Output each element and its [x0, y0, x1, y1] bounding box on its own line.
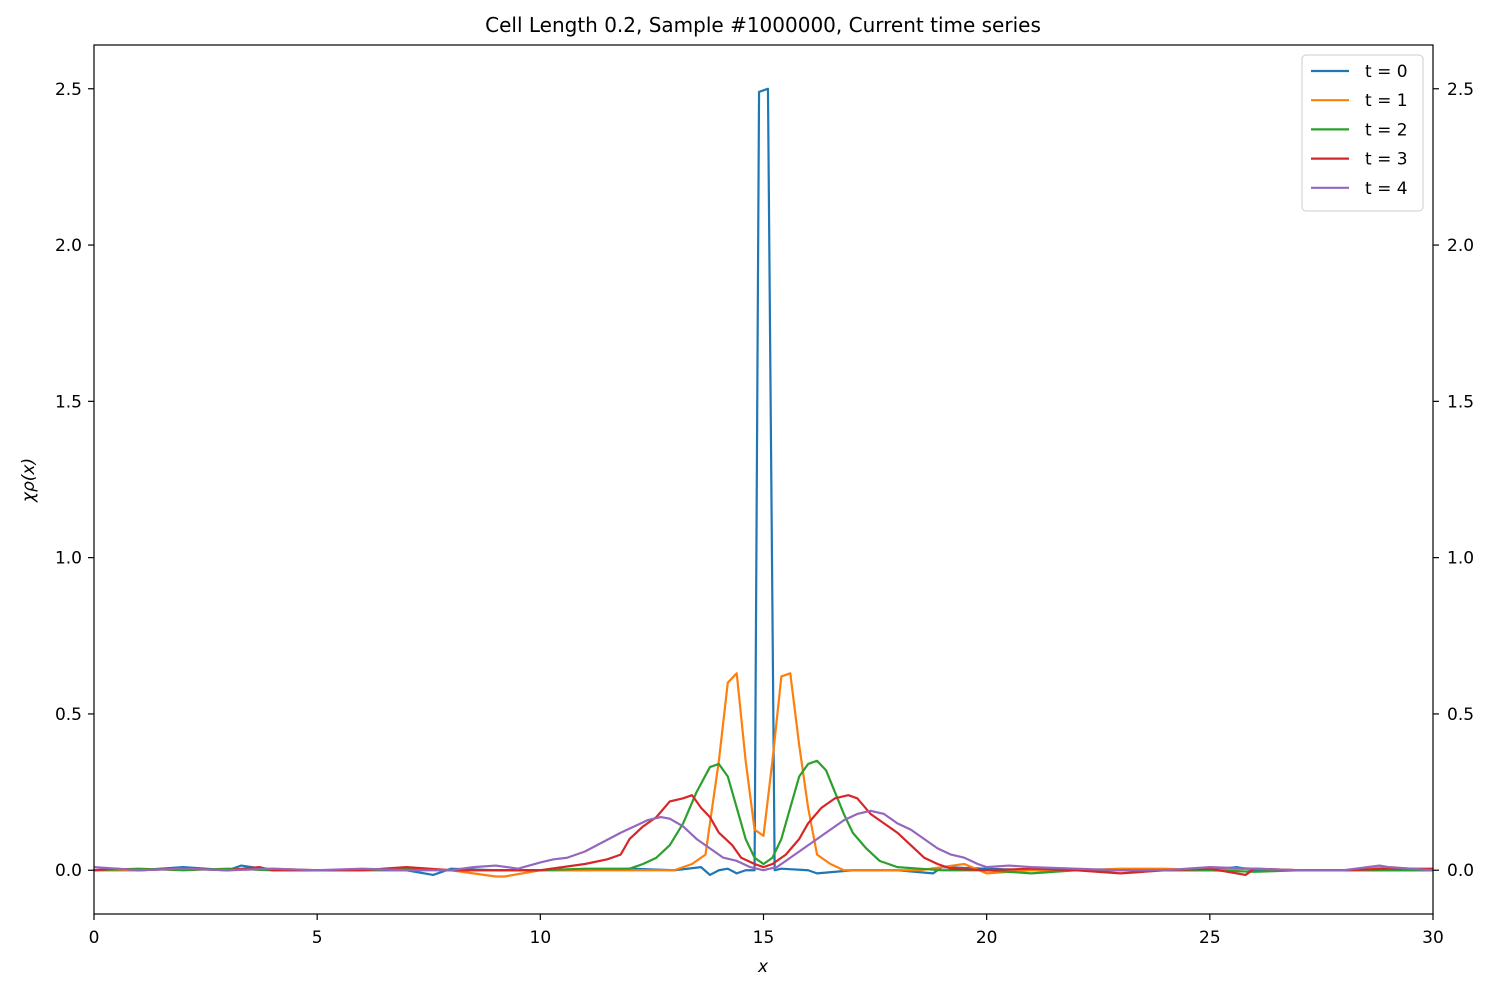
series-line-0 — [94, 87, 1433, 877]
series-line-1 — [94, 672, 1434, 878]
x-tick-label: 0 — [89, 928, 100, 948]
y-tick-label-right: 0.0 — [1447, 861, 1474, 881]
y-tick-label-left: 0.0 — [55, 861, 82, 881]
series-line-4 — [93, 809, 1434, 872]
plot-area: 0 5 10 15 20 25 30 0.0 0.0 0.5 0.5 1.0 1.0 1.5 1.5 2.0 2… — [55, 44, 1474, 948]
legend-label-4: t = 4 — [1365, 179, 1408, 199]
y-tick-label-right: 1.5 — [1447, 392, 1474, 412]
y-tick-label-right: 0.5 — [1447, 705, 1474, 725]
legend-label-2: t = 2 — [1365, 120, 1408, 140]
legend-label-1: t = 1 — [1365, 91, 1408, 111]
y-tick-label-left: 2.0 — [55, 236, 82, 256]
x-tick-label: 10 — [530, 928, 552, 948]
y-tick-label-right: 1.0 — [1447, 549, 1474, 569]
x-tick-label: 5 — [312, 928, 323, 948]
legend: t = 0 t = 1 t = 2 t = 3 t = 4 — [1301, 54, 1424, 212]
plot-frame — [93, 44, 1434, 915]
x-axis-title: x — [757, 957, 769, 977]
x-tick-label: 15 — [753, 928, 775, 948]
y-tick-label-right: 2.5 — [1447, 80, 1474, 100]
x-tick-label: 20 — [976, 928, 998, 948]
series-line-2 — [93, 759, 1433, 875]
y-tick-label-left: 2.5 — [55, 80, 82, 100]
y-axis-title: χρ(x) — [19, 458, 39, 503]
y-tick-label-right: 2.0 — [1447, 236, 1474, 256]
legend-label-3: t = 3 — [1365, 150, 1408, 170]
x-tick-label: 25 — [1199, 928, 1221, 948]
chart-title: Cell Length 0.2, Sample #1000000, Curren… — [485, 13, 1041, 37]
y-tick-label-left: 1.0 — [55, 549, 82, 569]
y-tick-label-left: 1.5 — [55, 392, 82, 412]
legend-box — [1301, 54, 1424, 212]
legend-label-0: t = 0 — [1365, 62, 1408, 82]
y-tick-label-left: 0.5 — [55, 705, 82, 725]
series-line-3 — [93, 794, 1433, 877]
x-tick-label: 30 — [1422, 928, 1444, 948]
